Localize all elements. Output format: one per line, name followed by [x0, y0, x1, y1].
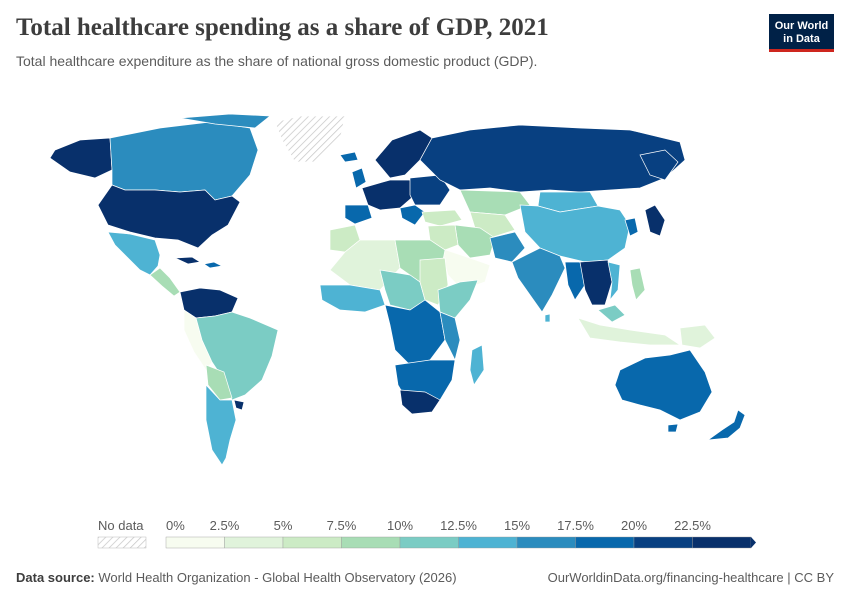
page-subtitle: Total healthcare expenditure as the shar…	[16, 53, 538, 69]
region-central-america[interactable]	[149, 267, 181, 297]
region-kazakhstan[interactable]	[459, 189, 531, 216]
legend-tick-label: 22.5%	[674, 518, 711, 533]
region-uruguay[interactable]	[233, 399, 245, 411]
legend-tick-label: 12.5%	[440, 518, 477, 533]
region-canada-arctic[interactable]	[179, 113, 271, 129]
region-arabia[interactable]	[439, 247, 491, 291]
region-iberia[interactable]	[344, 204, 373, 225]
region-turkey[interactable]	[421, 209, 463, 227]
region-bolivia-paraguay[interactable]	[205, 364, 233, 401]
region-madagascar[interactable]	[469, 344, 485, 386]
region-papua[interactable]	[679, 324, 716, 349]
legend-no-data-swatch[interactable]	[97, 536, 147, 549]
region-caribbean[interactable]	[203, 261, 224, 269]
region-kamchatka[interactable]	[639, 149, 679, 181]
data-source: Data source: World Health Organization -…	[16, 570, 457, 585]
region-afghanistan-pakistan[interactable]	[489, 231, 526, 263]
world-map	[49, 113, 746, 466]
legend-bin[interactable]	[165, 536, 225, 549]
data-source-label: Data source:	[16, 570, 95, 585]
region-vietnam[interactable]	[607, 261, 621, 302]
region-iceland[interactable]	[339, 151, 359, 163]
legend-bin[interactable]	[399, 536, 459, 549]
legend-bin[interactable]	[633, 536, 693, 549]
color-legend: No data 0% 2.5% 5% 7.5% 10% 12.5% 15% 17.5% 20% 2…	[97, 518, 756, 549]
legend-bin[interactable]	[516, 536, 576, 549]
region-alaska[interactable]	[49, 137, 113, 179]
region-usa[interactable]	[97, 184, 241, 249]
region-india[interactable]	[511, 247, 566, 313]
legend-bin[interactable]	[282, 536, 342, 549]
region-new-zealand[interactable]	[706, 409, 746, 441]
data-source-text: World Health Organization - Global Healt…	[98, 570, 457, 585]
region-uk[interactable]	[351, 167, 367, 189]
region-east-africa[interactable]	[439, 311, 461, 362]
region-south-africa[interactable]	[399, 389, 441, 415]
legend-bin[interactable]	[224, 536, 284, 549]
region-mexico[interactable]	[107, 231, 161, 276]
region-west-africa[interactable]	[319, 284, 386, 313]
region-japan[interactable]	[644, 204, 666, 237]
region-russia[interactable]	[419, 124, 686, 193]
legend-tick-label: 17.5%	[557, 518, 594, 533]
region-sri-lanka[interactable]	[544, 313, 551, 323]
legend-tick-label: 20%	[621, 518, 647, 533]
source-link[interactable]: OurWorldinData.org/financing-healthcare …	[547, 570, 834, 585]
legend-tick-label: 2.5%	[210, 518, 240, 533]
legend-bin[interactable]	[341, 536, 401, 549]
page-title: Total healthcare spending as a share of …	[16, 14, 549, 41]
region-tasmania[interactable]	[667, 423, 679, 433]
legend-tick-label: 10%	[387, 518, 413, 533]
region-balkans[interactable]	[399, 204, 426, 226]
region-argentina-chile[interactable]	[205, 384, 237, 466]
region-greenland[interactable]	[274, 115, 346, 163]
legend-tick-label: 7.5%	[327, 518, 357, 533]
region-canada[interactable]	[109, 121, 259, 201]
logo-line-1: Our World	[774, 20, 829, 32]
region-cuba[interactable]	[174, 256, 201, 265]
legend-bin[interactable]	[458, 536, 518, 549]
region-western-europe[interactable]	[361, 179, 416, 211]
region-central-africa[interactable]	[384, 299, 446, 366]
region-philippines[interactable]	[629, 267, 646, 301]
region-thailand-indochina[interactable]	[579, 259, 613, 306]
legend-no-data-label: No data	[98, 518, 144, 533]
legend-arrow	[751, 537, 756, 548]
legend-bin[interactable]	[692, 536, 752, 549]
owid-logo[interactable]: Our World in Data	[769, 14, 834, 52]
legend-tick-label: 5%	[274, 518, 293, 533]
region-middle-east[interactable]	[427, 224, 459, 251]
region-australia[interactable]	[614, 349, 713, 421]
legend-tick-label: 0%	[166, 518, 185, 533]
region-malaysia[interactable]	[597, 304, 626, 323]
legend-tick-label: 15%	[504, 518, 530, 533]
legend-bin[interactable]	[575, 536, 635, 549]
region-indonesia[interactable]	[577, 317, 682, 346]
region-brazil[interactable]	[195, 311, 279, 401]
region-myanmar[interactable]	[564, 261, 586, 301]
region-korea[interactable]	[624, 217, 639, 237]
logo-line-2: in Data	[783, 33, 820, 45]
